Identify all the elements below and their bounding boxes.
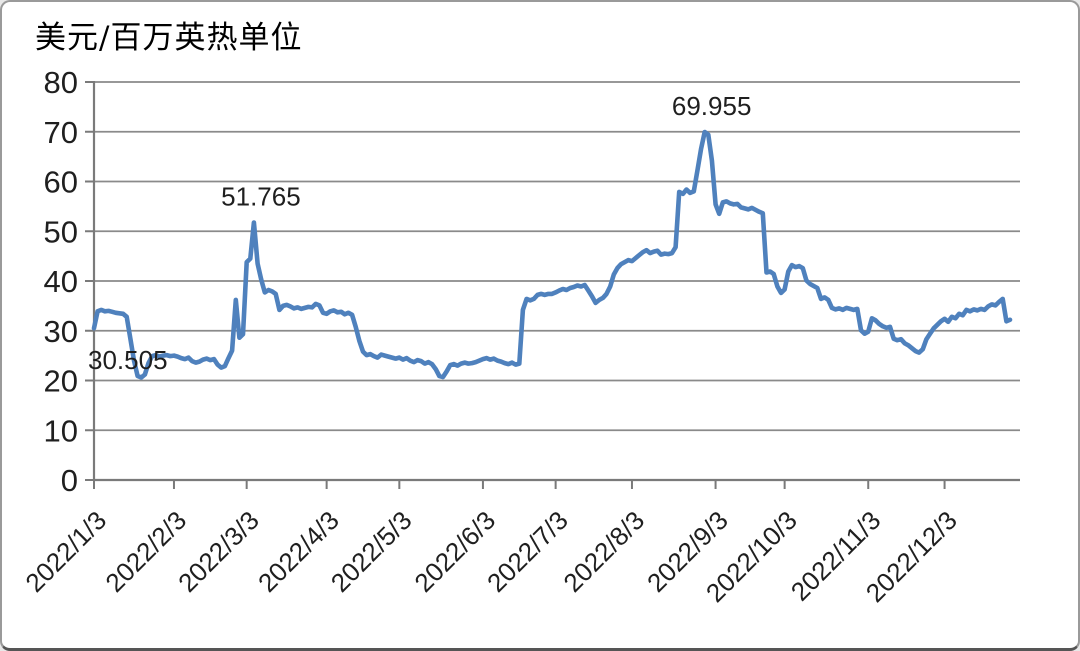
- annotation-51.765: 51.765: [221, 181, 301, 211]
- y-axis-label-30: 30: [44, 314, 78, 349]
- price-line: [91, 129, 1013, 380]
- x-axis-label-1: 2022/1/3: [19, 505, 112, 598]
- chart-title: 美元/百万英热单位: [35, 20, 303, 56]
- y-axis-label-40: 40: [44, 264, 78, 299]
- y-axis-label-20: 20: [44, 364, 78, 399]
- y-axis-label-70: 70: [44, 115, 78, 150]
- y-axis-label-50: 50: [44, 214, 78, 249]
- x-axis-label-3: 2022/3/3: [172, 505, 265, 598]
- y-axis-label-60: 60: [44, 165, 78, 200]
- y-axis-label-80: 80: [44, 65, 78, 100]
- x-axis-label-7: 2022/7/3: [481, 505, 574, 598]
- x-axis-label-5: 2022/5/3: [325, 505, 418, 598]
- annotation-30.505: 30.505: [88, 345, 168, 375]
- annotation-69.955: 69.955: [672, 91, 752, 121]
- x-axis-label-8: 2022/8/3: [557, 505, 650, 598]
- y-axis-label-0: 0: [61, 463, 78, 498]
- y-axis-label-10: 10: [44, 413, 78, 448]
